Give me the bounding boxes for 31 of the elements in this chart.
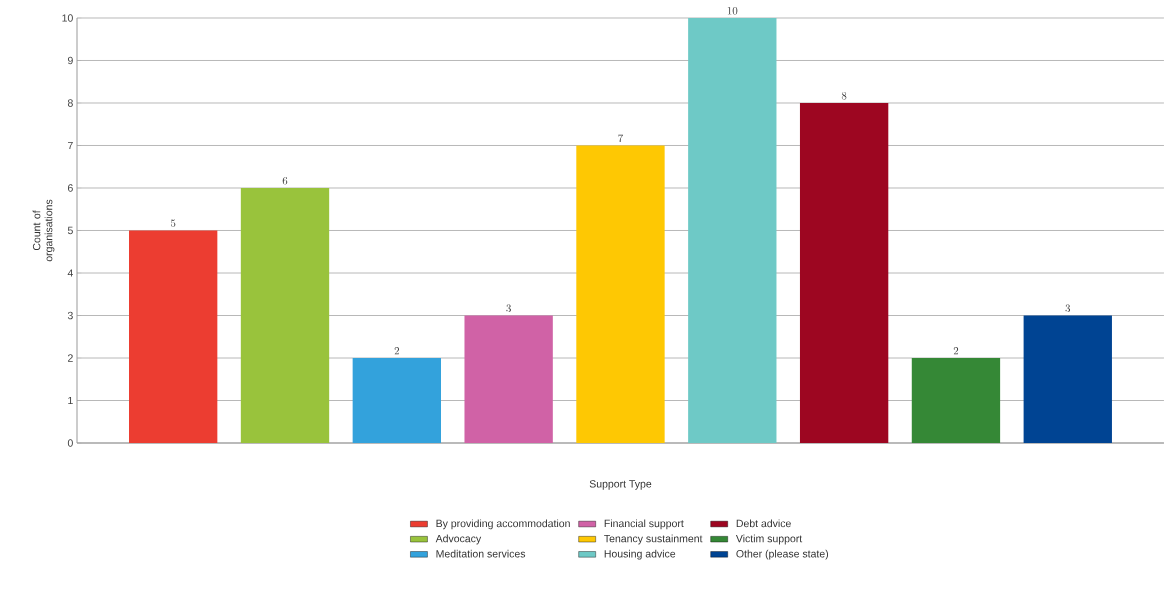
y-axis-title: Count of organisations — [32, 199, 55, 262]
legend-label: Meditation services — [436, 549, 526, 558]
y-tick-label: 9 — [67, 56, 73, 65]
data-label: 3 — [1065, 304, 1071, 313]
legend-label: Financial support — [604, 519, 684, 530]
data-label: 7 — [618, 134, 624, 143]
y-tick-label: 3 — [67, 311, 73, 320]
legend-label: Housing advice — [604, 549, 676, 560]
y-tick-label: 5 — [67, 226, 73, 235]
y-tick-label: 2 — [67, 354, 73, 362]
y-tick-label: 8 — [67, 99, 73, 107]
data-label: 5 — [170, 219, 176, 228]
legend-label: By providing accommodation — [436, 519, 570, 530]
y-tick-label: 0 — [67, 439, 73, 447]
y-tick-label: 4 — [67, 269, 73, 277]
legend-label: Advocacy — [435, 534, 482, 545]
y-tick-label: 10 — [62, 14, 73, 22]
y-tick-label: 7 — [67, 141, 73, 150]
y-tick-label: 6 — [67, 184, 73, 192]
data-label: 8 — [841, 92, 847, 100]
data-label: 3 — [506, 304, 511, 313]
x-axis-title: Support Type — [589, 480, 652, 490]
y-tick-label: 1 — [68, 396, 73, 405]
legend-label: Victim support — [735, 534, 803, 545]
data-label: 2 — [394, 347, 399, 355]
data-label: 10 — [727, 7, 738, 15]
legend-label: Debt advice — [736, 519, 791, 528]
legend-label: Tenancy sustainment — [604, 534, 703, 545]
data-label: 6 — [282, 177, 288, 185]
data-label: 2 — [953, 347, 959, 355]
legend-label: Other (please state) — [736, 549, 829, 560]
